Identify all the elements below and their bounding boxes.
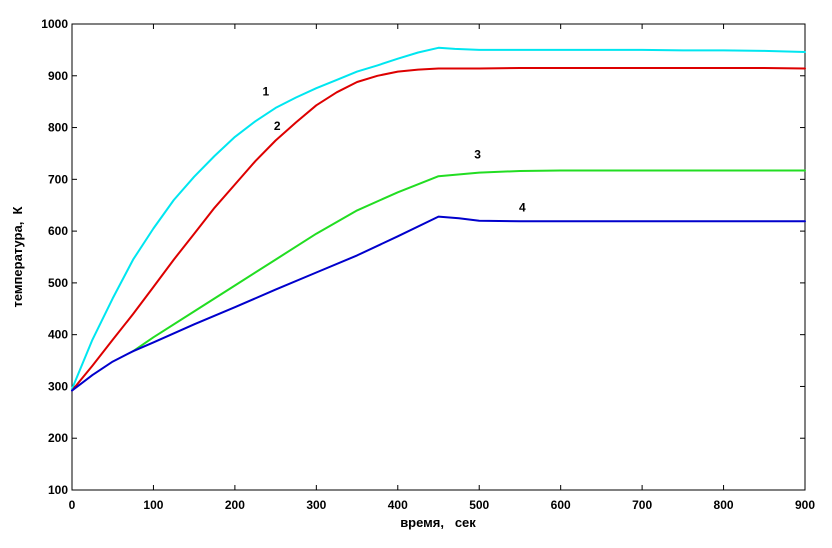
y-tick-label: 200 <box>48 431 68 445</box>
x-tick-label: 800 <box>714 498 734 512</box>
series-line-2 <box>71 67 806 392</box>
x-tick-label: 600 <box>551 498 571 512</box>
series-lines <box>71 46 806 392</box>
series-line-4 <box>71 215 806 392</box>
y-tick-label: 900 <box>48 69 68 83</box>
y-tick-label: 800 <box>48 121 68 135</box>
x-tick-label: 100 <box>143 498 163 512</box>
x-tick-label: 0 <box>69 498 76 512</box>
series-label-1: 1 <box>262 84 269 98</box>
x-tick-label: 700 <box>632 498 652 512</box>
x-tick-label: 300 <box>306 498 326 512</box>
series-label-2: 2 <box>274 119 281 133</box>
x-axis-title: время, сек <box>400 515 476 530</box>
series-line-3 <box>132 169 806 353</box>
x-tick-label: 200 <box>225 498 245 512</box>
y-tick-label: 100 <box>48 483 68 497</box>
y-tick-label: 400 <box>48 328 68 342</box>
axis-ticks: 0 100 200 300 400 500 600 700 800 900100200300400… <box>41 17 815 512</box>
series-line-1 <box>71 46 806 390</box>
y-tick-label: 500 <box>48 276 68 290</box>
y-tick-label: 300 <box>48 379 68 393</box>
y-axis-title: температура, К <box>10 206 25 307</box>
x-tick-label: 900 <box>795 498 815 512</box>
y-tick-label: 600 <box>48 224 68 238</box>
series-label-3: 3 <box>474 148 481 162</box>
series-label-4: 4 <box>519 200 526 214</box>
x-tick-label: 400 <box>388 498 408 512</box>
y-tick-label: 700 <box>48 172 68 186</box>
series-labels: 1 2 3 4 <box>262 84 526 214</box>
plot-frame <box>71 23 806 491</box>
y-tick-label: 1000 <box>41 17 68 31</box>
x-tick-label: 500 <box>469 498 489 512</box>
